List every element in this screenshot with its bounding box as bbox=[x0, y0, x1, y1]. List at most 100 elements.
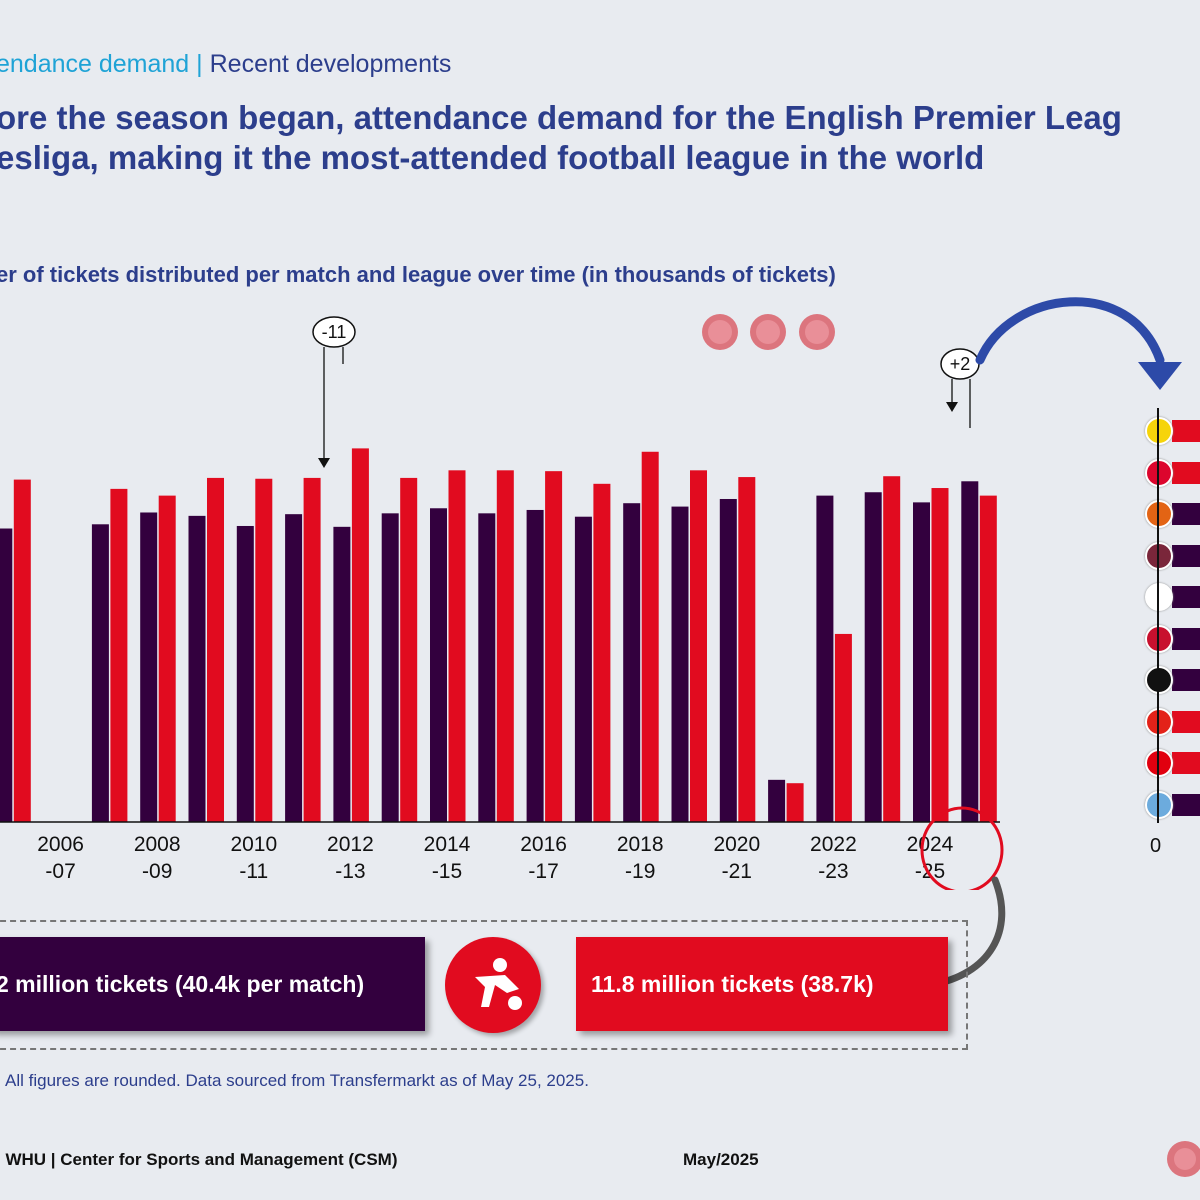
bar-2007-08-s1 bbox=[158, 495, 176, 822]
callout-plus-2-label: +2 bbox=[950, 354, 971, 374]
bar-2014-15-s0 bbox=[478, 513, 496, 822]
bar-2013-14-s1 bbox=[448, 470, 466, 822]
footer-organization: | WHU | Center for Sports and Management… bbox=[0, 1150, 398, 1169]
bar-2022-23-s0 bbox=[864, 492, 882, 822]
club-logo-icon bbox=[1145, 583, 1173, 611]
club-logo-icon bbox=[1145, 417, 1173, 445]
x-tick-label: -11 bbox=[239, 860, 268, 883]
club-logo-icon bbox=[1145, 707, 1173, 736]
callout-plus-2: +2 bbox=[940, 348, 980, 428]
section-subtitle: Recent developments bbox=[209, 50, 452, 78]
x-tick-label: 2024 bbox=[907, 833, 954, 856]
highlight-circle bbox=[920, 806, 1004, 890]
bar-2018-19-s1 bbox=[690, 470, 707, 822]
virus-icon bbox=[799, 314, 835, 350]
footer-date: May/2025 bbox=[683, 1150, 759, 1169]
headline: ore the season began, attendance demand … bbox=[0, 98, 1122, 178]
bar-2014-15-s1 bbox=[496, 470, 514, 822]
bar-2016-17-s1 bbox=[593, 483, 611, 822]
x-tick-label: 2018 bbox=[617, 833, 664, 856]
bar-2011-12-s0 bbox=[333, 526, 351, 822]
headline-line-2: esliga, making it the most-attended foot… bbox=[0, 139, 985, 176]
x-tick-label: -19 bbox=[625, 860, 655, 883]
club-axis-zero: 0 bbox=[1150, 835, 1162, 857]
bar-2019-20-s0 bbox=[719, 498, 737, 822]
bar-2024-25-s1 bbox=[979, 495, 997, 822]
bar-2015-16-s1 bbox=[545, 471, 563, 822]
summary-frame bbox=[0, 920, 968, 1050]
bar-2010-11-s1 bbox=[303, 477, 321, 822]
bar-2009-10-s1 bbox=[255, 478, 273, 822]
summary-right-text: 11.8 million tickets (38.7k) bbox=[591, 970, 874, 997]
x-tick-label: -21 bbox=[722, 860, 752, 883]
callout-minus-11: -11 bbox=[312, 316, 356, 468]
bar-2012-13-s0 bbox=[381, 513, 399, 822]
bar-2006-07-s0 bbox=[91, 524, 109, 822]
bar-2023-24-s1 bbox=[931, 488, 949, 822]
x-tick-label: -09 bbox=[142, 860, 172, 883]
x-tick-label: -17 bbox=[528, 860, 558, 883]
x-tick-label: -13 bbox=[335, 860, 365, 883]
club-logo-icon bbox=[1145, 500, 1173, 528]
x-tick-label: -25 bbox=[915, 860, 945, 883]
bar-2015-16-s0 bbox=[526, 509, 544, 822]
bar-2009-10-s0 bbox=[236, 525, 254, 822]
virus-icon bbox=[1167, 1141, 1200, 1177]
bar-2019-20-s1 bbox=[738, 477, 756, 822]
x-tick-label: -07 bbox=[45, 860, 75, 883]
bar-2018-19-s0 bbox=[671, 506, 689, 822]
virus-icon bbox=[750, 314, 786, 350]
club-bar bbox=[1172, 793, 1200, 816]
club-bar bbox=[1172, 627, 1200, 650]
bar-2024-25-s0 bbox=[961, 481, 979, 822]
club-bar bbox=[1172, 544, 1200, 567]
summary-left-text: 2 million tickets (40.4k per match) bbox=[0, 970, 365, 997]
bar-2017-18-s1 bbox=[641, 451, 659, 822]
bar-2021-22-s0 bbox=[816, 495, 834, 822]
bar-2022-23-s1 bbox=[883, 476, 901, 822]
club-bar bbox=[1172, 503, 1200, 525]
bar-2013-14-s0 bbox=[430, 508, 447, 822]
bar-2004-05-s1 bbox=[13, 479, 31, 822]
club-logo-icon bbox=[1145, 749, 1173, 777]
bar-2008-09-s1 bbox=[207, 477, 224, 822]
club-axis-line bbox=[1157, 408, 1159, 823]
footnote: All figures are rounded. Data sourced fr… bbox=[5, 1071, 589, 1090]
club-bar bbox=[1172, 420, 1200, 442]
club-bar bbox=[1172, 586, 1200, 608]
bar-2021-22-s1 bbox=[834, 633, 852, 822]
section-title: endance demand | Recent developments bbox=[0, 50, 451, 79]
bar-group bbox=[0, 448, 997, 822]
club-logo-icon bbox=[1145, 666, 1173, 694]
bar-2017-18-s0 bbox=[623, 503, 641, 822]
club-logo-icon bbox=[1145, 458, 1173, 487]
x-tick-label: 2006 bbox=[37, 833, 84, 856]
x-tick-label: -15 bbox=[432, 860, 462, 883]
bundesliga-logo-icon bbox=[445, 937, 541, 1033]
x-tick-label: 2012 bbox=[327, 833, 374, 856]
blue-arrow-icon bbox=[975, 297, 1182, 390]
club-bar bbox=[1172, 461, 1200, 484]
x-tick-label: 2010 bbox=[230, 833, 277, 856]
club-logo-icon bbox=[1145, 541, 1173, 570]
club-logo-icon bbox=[1145, 790, 1173, 819]
x-tick-label: 2022 bbox=[810, 833, 857, 856]
attendance-bar-chart: 0452006-072008-092010-112012-132014-1520… bbox=[0, 314, 1004, 890]
bar-2020-21-s1 bbox=[786, 783, 804, 822]
x-tick-label: -23 bbox=[818, 860, 848, 883]
x-tick-label: 2014 bbox=[424, 833, 471, 856]
bar-2008-09-s0 bbox=[188, 515, 206, 822]
bar-2023-24-s0 bbox=[913, 502, 930, 822]
tick-group: 0452006-072008-092010-112012-132014-1520… bbox=[37, 833, 954, 883]
bar-2004-05-s0 bbox=[0, 528, 13, 822]
bar-2006-07-s1 bbox=[110, 488, 128, 822]
section-accent: endance demand bbox=[0, 50, 190, 78]
club-bar bbox=[1172, 752, 1200, 774]
bar-2010-11-s0 bbox=[285, 514, 303, 822]
x-tick-label: 2008 bbox=[134, 833, 181, 856]
bar-2007-08-s0 bbox=[140, 512, 158, 822]
virus-icon bbox=[702, 314, 738, 350]
chart-subtitle: er of tickets distributed per match and … bbox=[0, 262, 836, 287]
club-bar bbox=[1172, 710, 1200, 733]
headline-line-1: ore the season began, attendance demand … bbox=[0, 99, 1122, 136]
